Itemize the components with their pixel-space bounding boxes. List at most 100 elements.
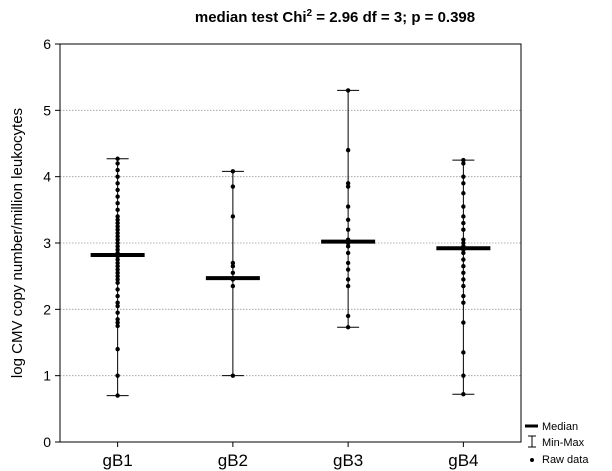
raw-point-gB1-17 [115,260,120,266]
raw-point-gB3-2 [345,283,351,289]
raw-point-gB2-1 [230,283,236,289]
y-tick-label-1: 1 [43,368,51,384]
x-category-label-gB1: gB1 [103,451,133,470]
raw-point-gB4-16 [461,237,466,242]
raw-point-gB1-25 [115,237,120,242]
legend-minmax-label: Min-Max [542,437,585,449]
grid-lines [60,109,521,377]
raw-point-gB1-39 [115,167,120,173]
raw-point-gB3-14 [345,184,351,189]
raw-point-gB2-9 [230,169,236,174]
raw-point-gB4-7 [461,277,466,282]
x-category-label-gB4: gB4 [448,451,478,470]
raw-point-gB1-4 [115,320,120,325]
raw-point-gB1-30 [115,220,120,226]
raw-point-gB1-32 [115,214,120,219]
raw-point-gB4-11 [461,250,466,256]
raw-point-gB3-4 [345,267,351,272]
raw-point-gB1-0 [115,393,120,398]
raw-point-gB2-4 [230,270,236,276]
raw-point-gB1-36 [115,187,120,193]
raw-point-gB1-33 [115,207,120,213]
raw-point-gB4-21 [461,191,466,196]
raw-point-gB4-20 [461,204,466,209]
raw-point-gB1-27 [115,230,120,236]
group-gB2 [205,169,260,378]
raw-point-gB1-8 [115,300,120,305]
raw-point-gB2-6 [230,260,236,266]
raw-point-gB1-9 [115,293,120,299]
title-superscript: 2 [307,8,313,19]
chart-title: median test Chi2 = 2.96 df = 3; p = 0.39… [195,8,475,26]
raw-point-gB1-35 [115,194,120,199]
raw-point-gB1-3 [115,323,120,329]
y-axis-label: log CMV copy number/million leukocytes [9,108,26,378]
raw-point-gB3-6 [345,250,351,256]
raw-point-gB1-24 [115,240,120,246]
raw-point-gB1-28 [115,227,120,232]
raw-point-gB4-5 [461,293,466,299]
raw-point-gB4-0 [461,392,466,397]
raw-point-gB4-10 [461,257,466,262]
raw-point-gB4-24 [461,161,466,166]
y-tick-label-4: 4 [43,169,51,185]
y-axis-ticks: 0 1 2 3 4 5 6 [43,36,60,450]
raw-point-gB1-1 [115,373,120,378]
raw-point-gB4-9 [461,264,466,269]
raw-point-gB1-26 [115,234,120,239]
raw-point-gB1-12 [115,277,120,282]
raw-point-gB4-18 [461,220,466,226]
raw-point-gB3-12 [345,217,351,222]
raw-point-gB1-10 [115,287,120,292]
raw-point-gB1-14 [115,270,120,276]
raw-point-gB4-17 [461,227,466,232]
legend-rawdata-label: Raw data [542,454,589,466]
title-prefix: median test Chi [195,9,307,26]
raw-point-gB1-13 [115,273,120,279]
raw-point-gB1-34 [115,201,120,206]
title-suffix: = 2.96 df = 3; p = 0.398 [312,9,475,26]
raw-point-gB3-7 [345,244,351,249]
raw-point-gB4-22 [461,181,466,186]
raw-point-gB4-6 [461,283,466,289]
raw-point-gB1-15 [115,267,120,272]
raw-point-gB3-0 [345,325,351,330]
raw-point-gB4-8 [461,270,466,276]
raw-point-gB1-37 [115,181,120,186]
group-gB1 [90,156,145,398]
raw-point-gB1-18 [115,257,120,262]
raw-point-gB1-16 [115,264,120,269]
raw-point-gB4-19 [461,214,466,219]
raw-point-gB4-1 [461,373,466,378]
raw-point-gB3-13 [345,204,351,209]
y-tick-label-6: 6 [43,36,51,52]
raw-point-gB1-7 [115,303,120,309]
raw-point-gB1-41 [115,156,120,161]
y-tick-label-0: 0 [43,434,51,450]
raw-point-gB1-29 [115,224,120,229]
raw-point-gB3-16 [345,147,351,153]
raw-point-gB4-23 [461,174,466,179]
raw-point-gB3-3 [345,277,351,282]
raw-point-gB4-3 [461,320,466,325]
legend-median-label: Median [542,421,578,433]
x-category-label-gB2: gB2 [218,451,248,470]
raw-point-gB1-5 [115,317,120,322]
x-category-label-gB3: gB3 [333,451,363,470]
raw-point-gB1-6 [115,310,120,315]
raw-point-gB2-0 [230,373,236,378]
raw-point-gB1-23 [115,244,120,249]
raw-point-gB3-17 [345,88,351,93]
legend: Median Min-Max Raw data [525,421,589,466]
raw-point-gB3-15 [345,181,351,186]
y-tick-label-2: 2 [43,301,51,317]
raw-point-gB2-7 [230,214,236,219]
y-tick-label-5: 5 [43,102,51,118]
group-gB3 [321,88,376,330]
raw-point-gB4-25 [461,157,466,163]
y-tick-label-3: 3 [43,235,51,251]
raw-point-gB3-1 [345,313,351,319]
raw-point-gB2-8 [230,184,236,189]
x-axis-categories: gB1 gB2 gB3 gB4 [103,442,479,470]
